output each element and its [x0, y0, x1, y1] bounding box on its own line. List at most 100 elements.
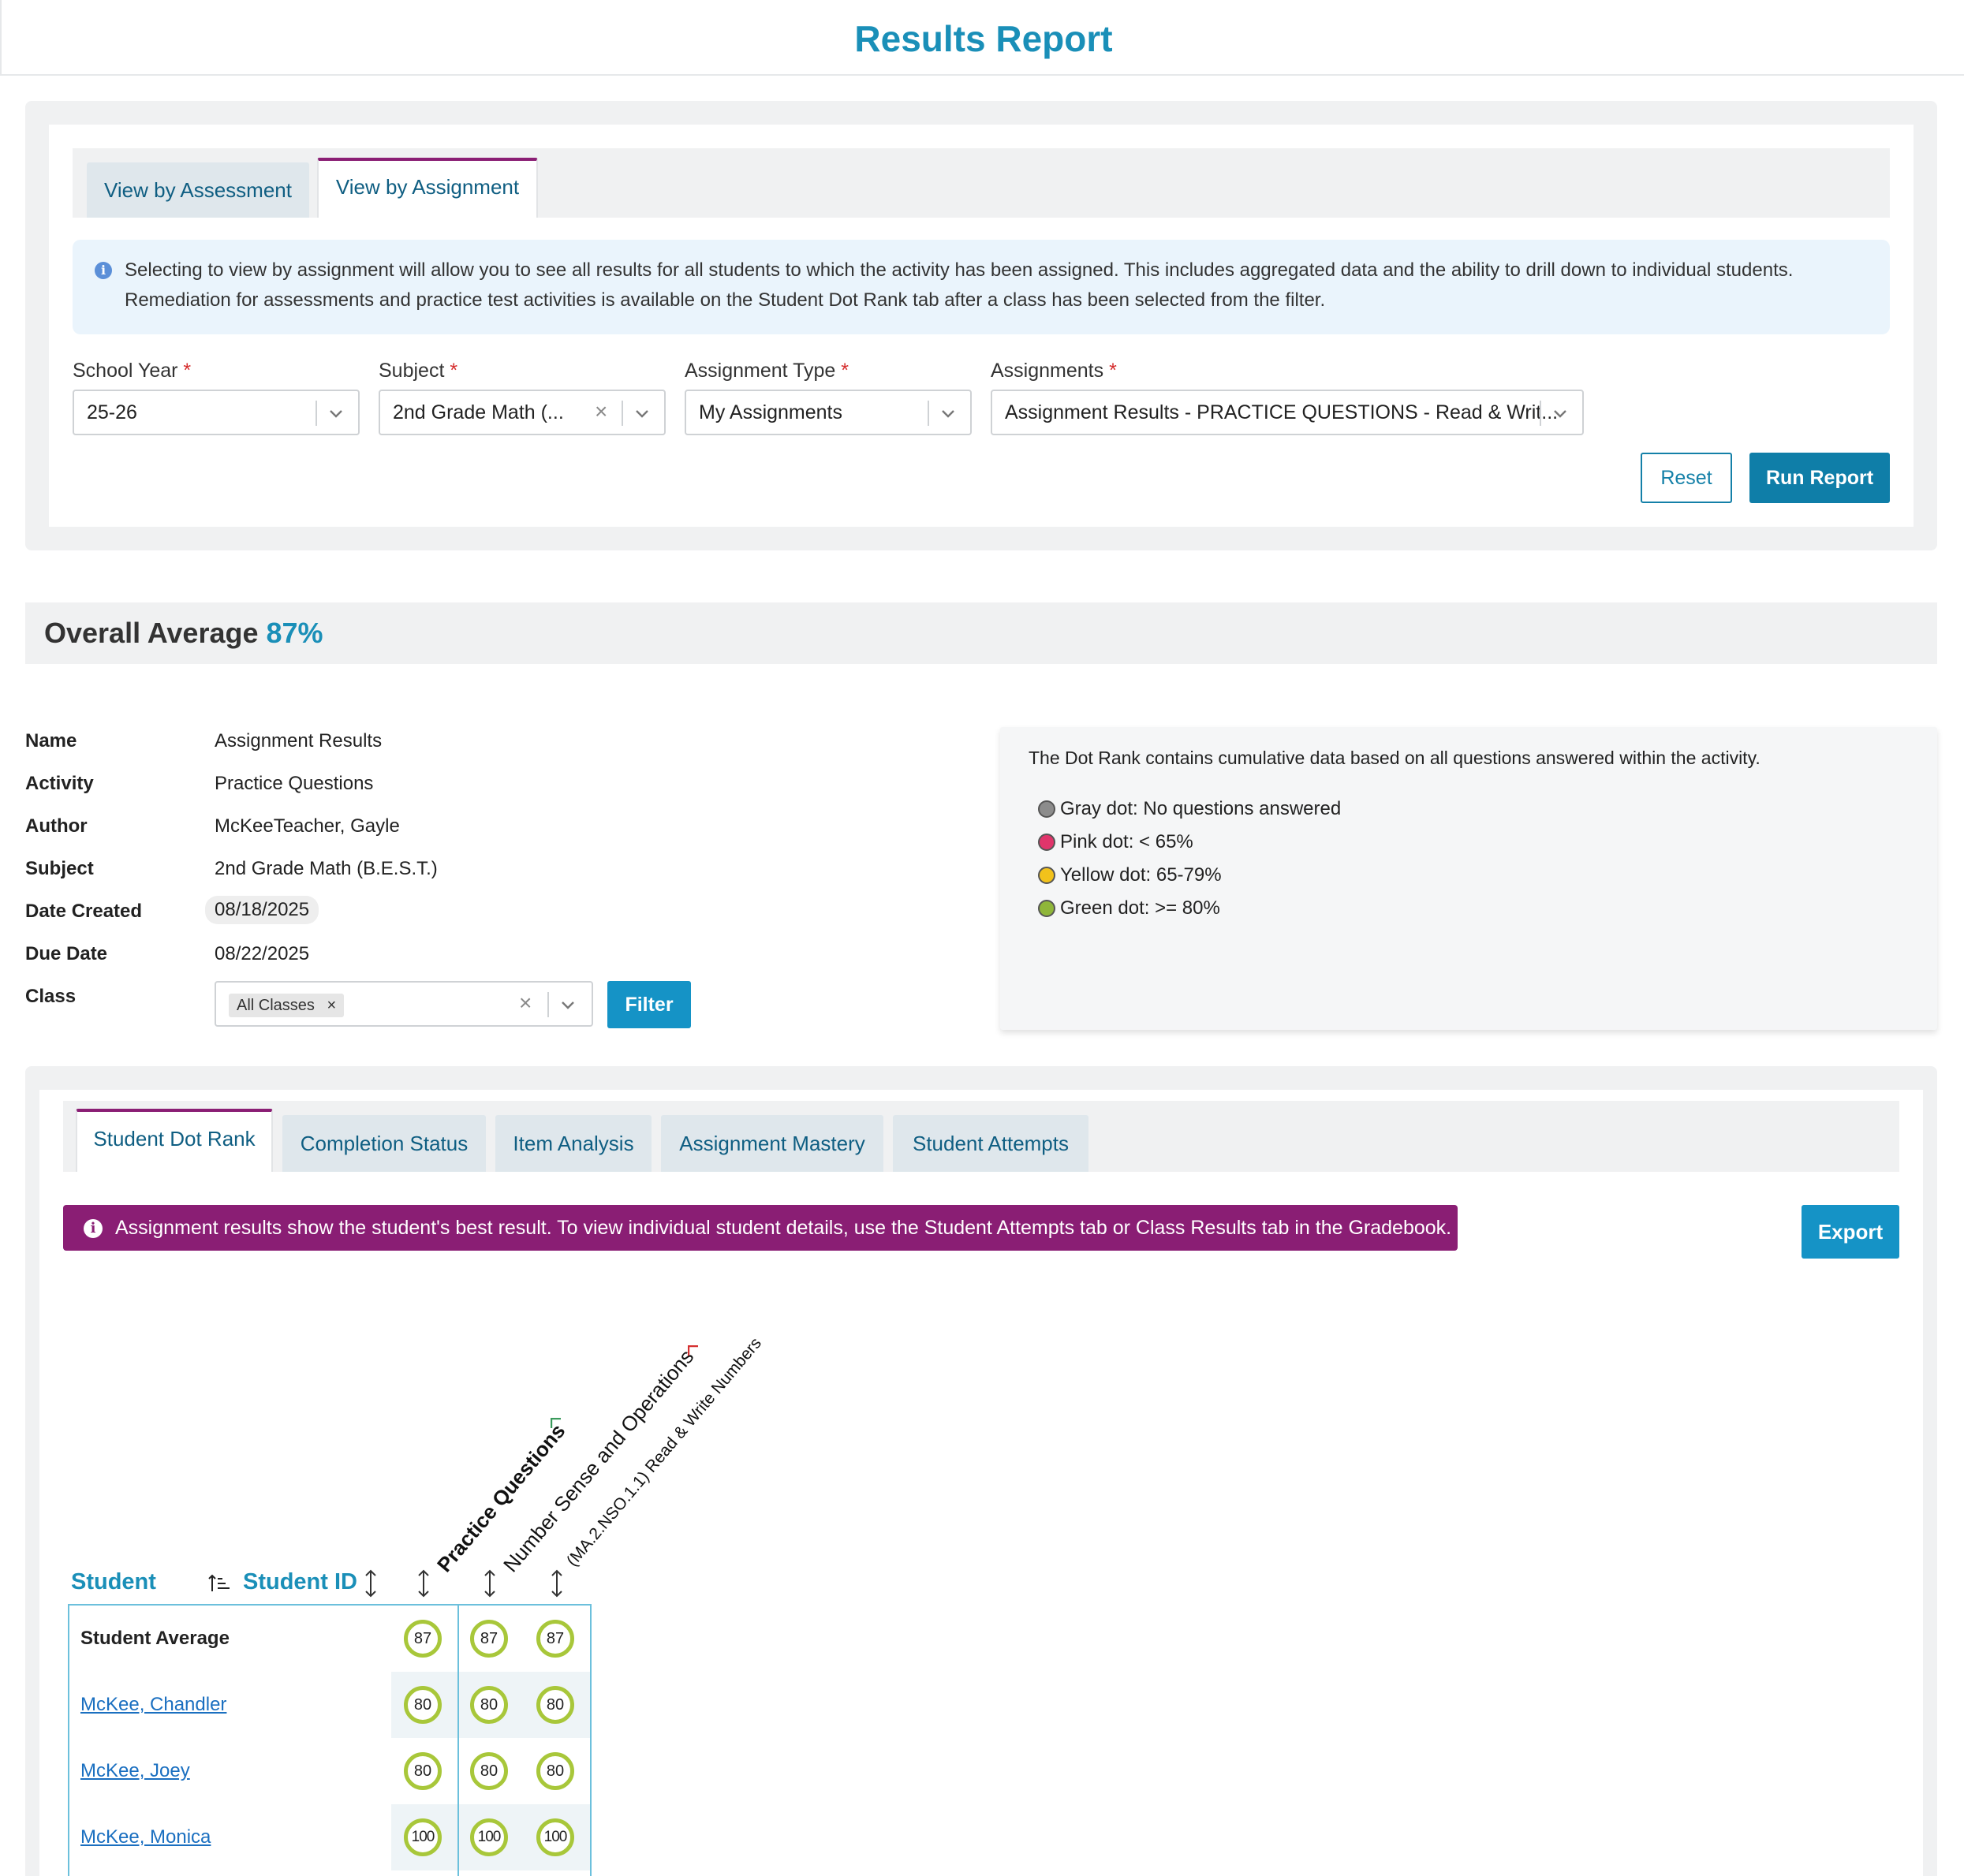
- author-label: Author: [25, 815, 88, 837]
- subject-meta-value: 2nd Grade Math (B.E.S.T.): [215, 858, 438, 879]
- chevron-down-icon[interactable]: [558, 995, 577, 1014]
- legend-item-green: Green dot: >= 80%: [1038, 897, 1220, 919]
- table-row: McKee, Chandler 80 80 80: [69, 1672, 590, 1738]
- assignments-select[interactable]: Assignment Results - PRACTICE QUESTIONS …: [991, 390, 1584, 435]
- activity-label: Activity: [25, 773, 94, 794]
- score-dot[interactable]: 100: [536, 1818, 574, 1856]
- score-dot[interactable]: 100: [470, 1818, 508, 1856]
- chevron-down-icon[interactable]: [633, 404, 652, 423]
- score-dot[interactable]: 87: [470, 1620, 508, 1658]
- student-average-label: Student Average: [80, 1628, 230, 1649]
- filter-panel-inner: View by Assessment View by Assignment i …: [49, 125, 1914, 527]
- student-link[interactable]: McKee, Joey: [80, 1760, 190, 1781]
- overall-average-value: 87%: [266, 617, 323, 649]
- legend-item-yellow: Yellow dot: 65-79%: [1038, 864, 1222, 886]
- overall-average-bar: Overall Average 87%: [25, 602, 1937, 664]
- tab-label: Item Analysis: [513, 1132, 634, 1155]
- tab-label: Student Attempts: [912, 1132, 1069, 1155]
- student-column-header[interactable]: Student: [71, 1569, 156, 1594]
- filter-panel: View by Assessment View by Assignment i …: [25, 101, 1937, 550]
- sort-icon[interactable]: [482, 1569, 498, 1598]
- page-title: Results Report: [854, 18, 1113, 59]
- info-icon: i: [95, 262, 112, 279]
- score-dot[interactable]: 80: [536, 1752, 574, 1790]
- clear-icon[interactable]: ×: [595, 399, 608, 423]
- best-result-alert: i Assignment results show the student's …: [63, 1205, 1458, 1251]
- tab-label: View by Assignment: [335, 175, 520, 199]
- select-separator: [928, 401, 929, 426]
- tab-completion-status[interactable]: Completion Status: [282, 1115, 486, 1172]
- tab-label: Assignment Mastery: [679, 1132, 865, 1155]
- due-date-label: Due Date: [25, 943, 108, 964]
- info-icon: i: [84, 1219, 103, 1238]
- tab-student-dot-rank[interactable]: Student Dot Rank: [76, 1109, 273, 1172]
- score-dot[interactable]: 80: [470, 1752, 508, 1790]
- student-link[interactable]: McKee, Chandler: [80, 1694, 227, 1715]
- table-row: McKee, Monica 100 100 100: [69, 1804, 590, 1870]
- score-dot[interactable]: 80: [404, 1752, 442, 1790]
- filter-button[interactable]: Filter: [607, 981, 691, 1028]
- date-created-label: Date Created: [25, 901, 143, 922]
- legend-item-pink: Pink dot: < 65%: [1038, 831, 1193, 853]
- clear-icon[interactable]: ×: [519, 990, 532, 1015]
- assignment-type-select[interactable]: My Assignments: [685, 390, 972, 435]
- score-dot[interactable]: 87: [404, 1620, 442, 1658]
- info-line-2: Remediation for assessments and practice…: [125, 289, 1326, 311]
- student-id-column-header[interactable]: Student ID: [243, 1569, 357, 1594]
- tab-item-analysis[interactable]: Item Analysis: [495, 1115, 652, 1172]
- alert-text: Assignment results show the student's be…: [115, 1217, 1452, 1239]
- score-dot[interactable]: 80: [536, 1686, 574, 1724]
- reset-button[interactable]: Reset: [1641, 453, 1732, 503]
- sort-icon[interactable]: [363, 1569, 379, 1598]
- subject-select[interactable]: 2nd Grade Math (... ×: [379, 390, 666, 435]
- score-dot[interactable]: 80: [404, 1686, 442, 1724]
- info-line-1: Selecting to view by assignment will all…: [125, 259, 1794, 281]
- sort-ascending-icon[interactable]: [208, 1572, 230, 1594]
- due-date-value: 08/22/2025: [215, 943, 310, 964]
- class-chip-label: All Classes: [237, 997, 315, 1014]
- gray-dot-icon: [1038, 800, 1055, 818]
- table-row: McKee, Joey 80 80 80: [69, 1738, 590, 1804]
- name-label: Name: [25, 730, 77, 752]
- student-link[interactable]: McKee, Monica: [80, 1826, 211, 1848]
- select-separator: [622, 401, 623, 426]
- chevron-down-icon[interactable]: [327, 404, 345, 423]
- date-created-value: 08/18/2025: [205, 896, 319, 924]
- tab-view-by-assessment[interactable]: View by Assessment: [87, 162, 309, 218]
- chip-remove-icon[interactable]: ×: [327, 997, 337, 1014]
- page-header: Results Report: [0, 0, 1964, 76]
- yellow-dot-icon: [1038, 867, 1055, 884]
- run-report-button[interactable]: Run Report: [1749, 453, 1890, 503]
- tab-label: View by Assessment: [104, 178, 292, 202]
- class-select[interactable]: All Classes × ×: [215, 981, 593, 1027]
- column-divider: [457, 1606, 459, 1876]
- info-box: i Selecting to view by assignment will a…: [73, 240, 1890, 334]
- chevron-down-icon[interactable]: [1551, 404, 1570, 423]
- assignments-value: Assignment Results - PRACTICE QUESTIONS …: [1005, 401, 1559, 423]
- tab-label: Completion Status: [300, 1132, 469, 1155]
- school-year-value: 25-26: [87, 401, 137, 423]
- legend-intro: The Dot Rank contains cumulative data ba…: [1029, 748, 1761, 768]
- overall-average: Overall Average 87%: [44, 617, 323, 650]
- assignments-label: Assignments *: [991, 360, 1117, 382]
- tab-assignment-mastery[interactable]: Assignment Mastery: [661, 1115, 883, 1172]
- chevron-down-icon[interactable]: [939, 404, 958, 423]
- author-value: McKeeTeacher, Gayle: [215, 815, 400, 837]
- score-dot[interactable]: 87: [536, 1620, 574, 1658]
- corner-marker-icon: [551, 1418, 561, 1428]
- tab-view-by-assignment[interactable]: View by Assignment: [317, 158, 538, 218]
- school-year-select[interactable]: 25-26: [73, 390, 360, 435]
- overall-average-label: Overall Average: [44, 617, 259, 649]
- select-separator: [547, 992, 549, 1017]
- subject-value: 2nd Grade Math (...: [393, 401, 564, 423]
- legend-item-gray: Gray dot: No questions answered: [1038, 798, 1341, 820]
- sort-icon[interactable]: [416, 1569, 431, 1598]
- score-dot[interactable]: 100: [404, 1818, 442, 1856]
- sort-icon[interactable]: [549, 1569, 565, 1598]
- score-dot[interactable]: 80: [470, 1686, 508, 1724]
- tab-label: Student Dot Rank: [93, 1127, 256, 1151]
- subject-meta-label: Subject: [25, 858, 94, 879]
- export-button[interactable]: Export: [1802, 1205, 1899, 1259]
- view-tabbar: View by Assessment View by Assignment: [73, 148, 1890, 218]
- tab-student-attempts[interactable]: Student Attempts: [893, 1115, 1088, 1172]
